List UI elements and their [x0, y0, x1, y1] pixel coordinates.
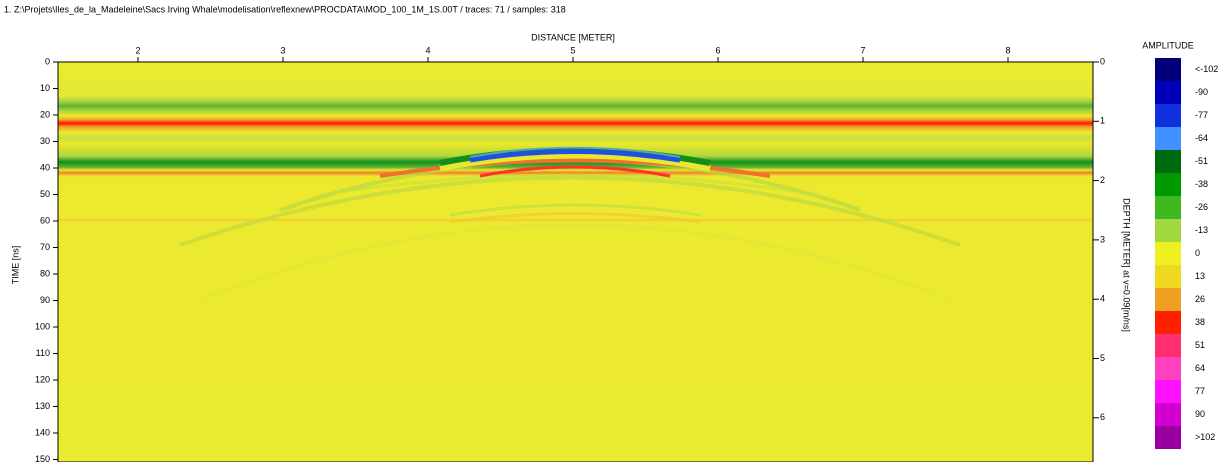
colorbar-label: -51: [1195, 156, 1208, 166]
colorbar-label: -90: [1195, 87, 1208, 97]
colorbar-swatch: [1155, 242, 1181, 265]
y-tick-label: 0: [45, 56, 50, 66]
x-tick-label: 2: [135, 45, 140, 55]
depth-tick-label: 3: [1100, 234, 1105, 244]
x-axis-label: DISTANCE [METER]: [531, 32, 615, 42]
colorbar-label: 38: [1195, 317, 1205, 327]
colorbar-swatch: [1155, 173, 1181, 196]
colorbar-swatch: [1155, 288, 1181, 311]
y-tick-label: 70: [40, 242, 50, 252]
colorbar-label: 13: [1195, 271, 1205, 281]
y-tick-label: 10: [40, 83, 50, 93]
y-tick-label: 140: [35, 427, 50, 437]
y-tick-label: 110: [36, 348, 50, 358]
y-tick-label: 90: [40, 295, 50, 305]
depth-tick-label: 5: [1100, 353, 1105, 363]
colorbar-swatch: [1155, 196, 1181, 219]
colorbar-swatch: [1155, 104, 1181, 127]
depth-tick-label: 0: [1100, 56, 1105, 66]
x-tick-label: 4: [425, 45, 430, 55]
colorbar-swatch: [1155, 127, 1181, 150]
colorbar-label: -13: [1195, 225, 1208, 235]
colorbar-label: 26: [1195, 294, 1205, 304]
colorbar-swatch: [1155, 58, 1181, 81]
colorbar-label: 51: [1195, 340, 1205, 350]
colorbar-label: -38: [1195, 179, 1208, 189]
x-tick-label: 8: [1005, 45, 1010, 55]
y-tick-label: 50: [40, 189, 50, 199]
y-tick-label: 150: [35, 454, 50, 462]
colorbar-label: 0: [1195, 248, 1200, 258]
y-tick-label: 40: [40, 162, 50, 172]
depth-axis-label: DEPTH [METER] at v=0.09[m/ns]: [1122, 198, 1132, 332]
colorbar-swatch: [1155, 426, 1181, 449]
x-tick-label: 6: [715, 45, 720, 55]
colorbar-label: -77: [1195, 110, 1208, 120]
y-axis-label: TIME [ns]: [10, 246, 20, 285]
colorbar-swatch: [1155, 150, 1181, 173]
depth-tick-label: 4: [1100, 294, 1105, 304]
colorbar-swatch: [1155, 265, 1181, 288]
radargram: [58, 62, 1093, 462]
y-tick-label: 100: [35, 321, 50, 331]
x-tick-label: 5: [570, 45, 575, 55]
y-tick-label: 120: [35, 374, 50, 384]
colorbar-swatch: [1155, 334, 1181, 357]
depth-tick-label: 6: [1100, 412, 1105, 422]
colorbar-label: 64: [1195, 363, 1205, 373]
colorbar-label: <-102: [1195, 64, 1218, 74]
colorbar-title: AMPLITUDE: [1142, 40, 1194, 50]
y-tick-label: 80: [40, 268, 50, 278]
colorbar-swatch: [1155, 380, 1181, 403]
colorbar-swatch: [1155, 219, 1181, 242]
colorbar-label: >102: [1195, 432, 1215, 442]
depth-tick-label: 2: [1100, 175, 1105, 185]
colorbar-swatch: [1155, 357, 1181, 380]
y-tick-label: 30: [40, 136, 50, 146]
depth-tick-label: 1: [1100, 116, 1105, 126]
colorbar-swatch: [1155, 81, 1181, 104]
x-tick-label: 7: [860, 45, 865, 55]
colorbar-swatch: [1155, 403, 1181, 426]
y-tick-label: 20: [40, 109, 50, 119]
colorbar-label: -26: [1195, 202, 1208, 212]
colorbar-label: -64: [1195, 133, 1208, 143]
hyperbolas: [179, 146, 961, 302]
colorbar-label: 90: [1195, 409, 1205, 419]
window-title: 1. Z:\Projets\Iles_de_la_Madeleine\Sacs …: [4, 4, 566, 14]
x-tick-label: 3: [280, 45, 285, 55]
y-tick-label: 60: [40, 215, 50, 225]
y-tick-label: 130: [35, 401, 50, 411]
colorbar-swatch: [1155, 311, 1181, 334]
colorbar-label: 77: [1195, 386, 1205, 396]
